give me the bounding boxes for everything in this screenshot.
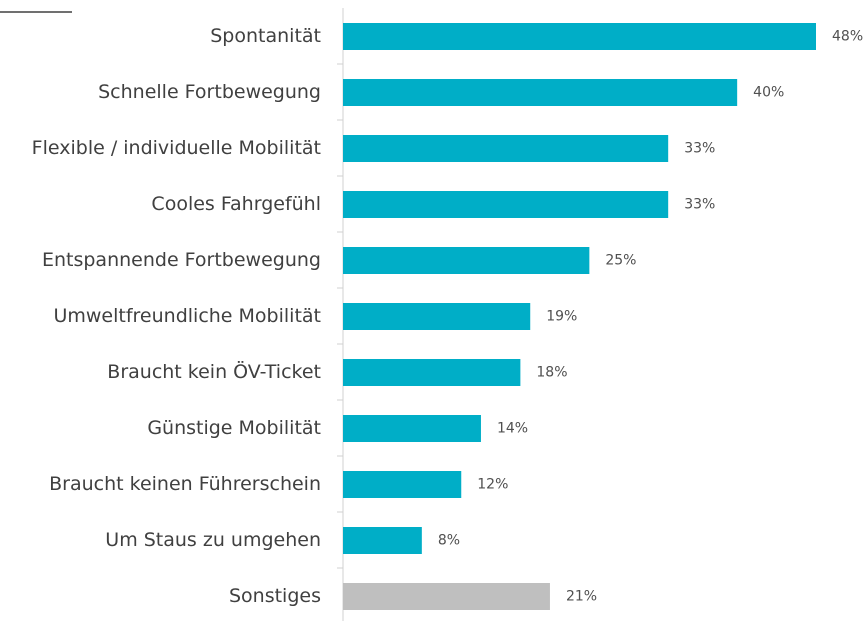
category-label: Braucht kein ÖV-Ticket <box>107 360 321 383</box>
category-label: Braucht keinen Führerschein <box>49 473 321 495</box>
bar <box>343 583 550 610</box>
bar <box>343 135 669 162</box>
category-label: Günstige Mobilität <box>147 417 321 439</box>
value-label: 40% <box>753 85 784 101</box>
bar <box>343 359 521 386</box>
value-label: 8% <box>438 533 460 549</box>
value-label: 33% <box>684 197 715 213</box>
bar <box>343 471 462 498</box>
category-label: Schnelle Fortbewegung <box>98 81 321 103</box>
category-label: Cooles Fahrgefühl <box>151 193 321 215</box>
bar <box>343 527 422 554</box>
value-label: 19% <box>546 309 577 325</box>
category-label: Spontanität <box>210 25 321 47</box>
category-label: Um Staus zu umgehen <box>105 529 321 551</box>
value-label: 25% <box>605 253 636 269</box>
value-label: 33% <box>684 141 715 157</box>
bar <box>343 415 481 442</box>
bar <box>343 79 738 106</box>
value-label: 18% <box>536 365 567 381</box>
value-label: 14% <box>497 421 528 437</box>
value-label: 21% <box>566 589 597 605</box>
value-label: 48% <box>832 29 863 45</box>
category-label: Sonstiges <box>229 585 321 607</box>
category-label: Entspannende Fortbewegung <box>42 249 321 271</box>
category-label: Flexible / individuelle Mobilität <box>32 137 321 159</box>
bar <box>343 247 590 274</box>
category-label: Umweltfreundliche Mobilität <box>53 305 321 327</box>
bar <box>343 23 816 50</box>
bar <box>343 303 531 330</box>
value-label: 12% <box>477 477 508 493</box>
bar <box>343 191 669 218</box>
